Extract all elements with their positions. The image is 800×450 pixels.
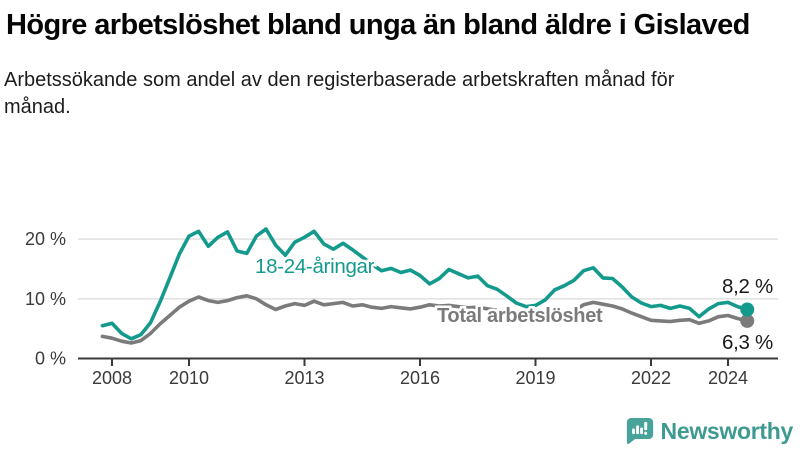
end-value-label: 6,3 % <box>722 331 773 354</box>
page-title: Högre arbetslöshet bland unga än bland ä… <box>6 9 750 41</box>
series-line-18-24-ringar <box>100 227 750 341</box>
chart-canvas: 0 % 10 % 20 % 2008 2010 2013 2016 2019 2022 2024 1… <box>25 227 778 388</box>
y-axis-label: 0 % <box>35 349 66 369</box>
end-value-label: 8,2 % <box>722 275 773 298</box>
series-end-dot-18-24-ringar <box>740 302 755 317</box>
series-end-dot-total-arbetsl-shet <box>740 313 755 328</box>
line-chart: 0 % 10 % 20 % 2008 2010 2013 2016 2019 2022 2024 1… <box>0 203 800 403</box>
y-axis-label: 10 % <box>25 289 66 309</box>
y-axis-label: 20 % <box>25 229 66 249</box>
series-label: Total arbetslöshet <box>437 305 603 327</box>
newsworthy-logo-icon <box>626 417 653 445</box>
x-axis-label: 2022 <box>631 368 671 388</box>
newsworthy-branding[interactable]: Newsworthy <box>626 417 793 446</box>
x-axis-label: 2024 <box>708 368 748 388</box>
x-axis-label: 2016 <box>400 368 440 388</box>
brand-name: Newsworthy <box>660 418 794 444</box>
series-line-total-arbetsl-shet <box>100 294 750 345</box>
end-value-label: 18-24-åringar <box>255 255 375 278</box>
x-axis-label: 2010 <box>169 368 209 388</box>
x-axis-label: 2008 <box>92 368 132 388</box>
chart-subtitle: Arbetssökande som andel av den registerb… <box>4 68 675 118</box>
x-axis-label: 2019 <box>515 368 555 388</box>
x-axis-label: 2013 <box>284 368 324 388</box>
